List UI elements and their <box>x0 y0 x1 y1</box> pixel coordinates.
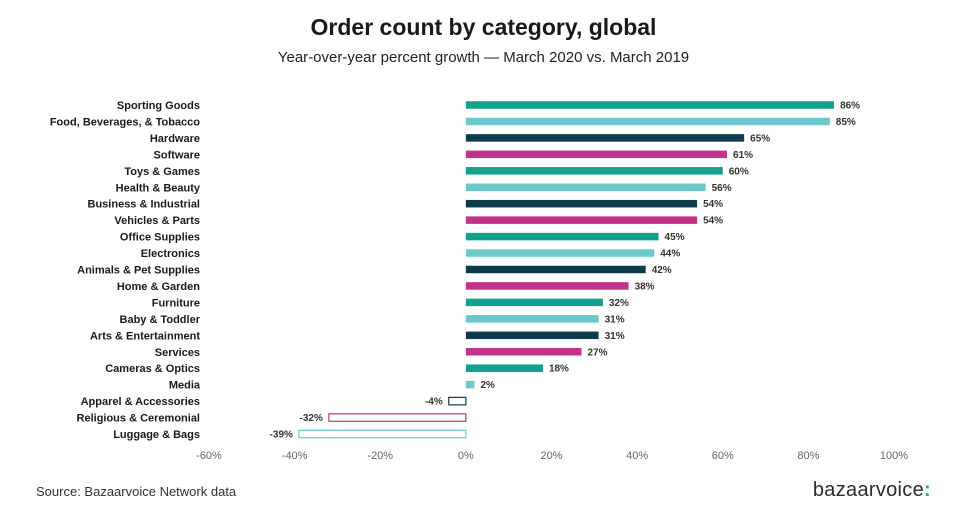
bar-chart: Sporting Goods Food, Beverages, & Tobacco… <box>50 100 908 462</box>
value-labels-group: 86% 85% 65% 61% 60% 56% 54% 54% 45% 44% 42% 38% 32% 3… <box>270 101 861 441</box>
value-label-hardware: 65% <box>750 133 770 144</box>
category-label-furniture: Furniture <box>152 297 200 309</box>
category-label-animals-and-pet-supplies: Animals & Pet Supplies <box>77 265 200 277</box>
category-label-arts-and-entertainment: Arts & Entertainment <box>90 330 200 342</box>
category-label-toys-and-games: Toys & Games <box>124 166 200 178</box>
x-tick-label: -60% <box>196 450 222 462</box>
category-label-business-and-industrial: Business & Industrial <box>88 199 200 211</box>
category-label-cameras-and-optics: Cameras & Optics <box>105 363 200 375</box>
category-label-religious-and-ceremonial: Religious & Ceremonial <box>77 413 200 425</box>
bar-food-beverages-and-tobacco <box>465 117 830 126</box>
value-label-health-and-beauty: 56% <box>712 183 732 194</box>
source-note: Source: Bazaarvoice Network data <box>36 484 237 499</box>
value-label-food-beverages-and-tobacco: 85% <box>836 117 856 128</box>
category-label-software: Software <box>154 149 200 161</box>
bar-business-and-industrial <box>465 199 698 208</box>
bar-arts-and-entertainment <box>465 331 599 340</box>
category-label-electronics: Electronics <box>141 248 200 260</box>
bar-luggage-and-bags <box>298 429 467 439</box>
category-label-home-and-garden: Home & Garden <box>117 281 200 293</box>
category-label-services: Services <box>155 347 200 359</box>
value-label-furniture: 32% <box>609 298 629 309</box>
value-label-home-and-garden: 38% <box>635 281 655 292</box>
x-tick-label: 20% <box>540 450 562 462</box>
bars-group <box>298 101 835 439</box>
value-label-luggage-and-bags: -39% <box>270 430 293 441</box>
value-label-business-and-industrial: 54% <box>703 199 723 210</box>
bar-health-and-beauty <box>465 183 706 191</box>
value-label-electronics: 44% <box>660 249 680 260</box>
bar-software <box>465 150 728 159</box>
bar-furniture <box>465 298 603 307</box>
value-label-software: 61% <box>733 150 753 161</box>
category-label-sporting-goods: Sporting Goods <box>117 100 200 112</box>
category-label-office-supplies: Office Supplies <box>120 232 200 244</box>
category-labels-group: Sporting Goods Food, Beverages, & Tobacco… <box>50 100 201 441</box>
x-tick-label: -40% <box>282 450 308 462</box>
bazaarvoice-logo: bazaarvoice: <box>813 479 931 502</box>
category-label-luggage-and-bags: Luggage & Bags <box>113 429 200 441</box>
x-tick-label: -20% <box>367 450 393 462</box>
bar-media <box>465 380 475 389</box>
chart-title: Order count by category, global <box>310 14 657 40</box>
x-axis-ticks-group: -60% -40% -20% 0% 20% 40% 60% 80% 100% <box>196 450 908 462</box>
x-tick-label: 100% <box>880 450 908 462</box>
category-label-baby-and-toddler: Baby & Toddler <box>120 314 201 326</box>
value-label-apparel-and-accessories: -4% <box>425 397 443 408</box>
category-label-vehicles-and-parts: Vehicles & Parts <box>114 215 200 227</box>
category-label-apparel-and-accessories: Apparel & Accessories <box>81 396 200 408</box>
category-label-food-beverages-and-tobacco: Food, Beverages, & Tobacco <box>50 116 200 128</box>
bar-baby-and-toddler <box>465 315 599 323</box>
x-tick-label: 40% <box>626 450 648 462</box>
bar-animals-and-pet-supplies <box>465 265 646 274</box>
category-label-health-and-beauty: Health & Beauty <box>116 182 201 194</box>
value-label-toys-and-games: 60% <box>729 166 749 177</box>
bar-vehicles-and-parts <box>465 216 698 224</box>
bar-religious-and-ceremonial <box>328 413 467 422</box>
value-label-media: 2% <box>480 380 495 391</box>
value-label-sporting-goods: 86% <box>840 101 860 112</box>
x-tick-label: 60% <box>712 450 734 462</box>
bar-home-and-garden <box>465 282 629 290</box>
category-label-hardware: Hardware <box>150 133 200 145</box>
chart-subtitle: Year-over-year percent growth — March 20… <box>277 49 690 66</box>
value-label-cameras-and-optics: 18% <box>549 364 569 375</box>
bar-cameras-and-optics <box>465 364 543 372</box>
bar-apparel-and-accessories <box>448 396 467 406</box>
bar-electronics <box>465 249 655 257</box>
value-label-services: 27% <box>587 347 607 358</box>
value-label-arts-and-entertainment: 31% <box>605 331 625 342</box>
logo-mark: : <box>924 479 931 501</box>
bar-toys-and-games <box>465 167 723 175</box>
bar-sporting-goods <box>465 101 835 109</box>
value-label-religious-and-ceremonial: -32% <box>300 413 323 424</box>
bar-office-supplies <box>465 232 659 241</box>
logo-text: bazaarvoice <box>812 479 925 501</box>
category-label-media: Media <box>169 380 201 392</box>
x-tick-label: 80% <box>797 450 819 462</box>
value-label-baby-and-toddler: 31% <box>605 314 625 325</box>
bar-hardware <box>465 134 745 142</box>
value-label-office-supplies: 45% <box>665 232 685 243</box>
x-tick-label: 0% <box>458 450 474 462</box>
value-label-animals-and-pet-supplies: 42% <box>652 265 672 276</box>
bar-services <box>465 348 582 356</box>
value-label-vehicles-and-parts: 54% <box>703 216 723 227</box>
